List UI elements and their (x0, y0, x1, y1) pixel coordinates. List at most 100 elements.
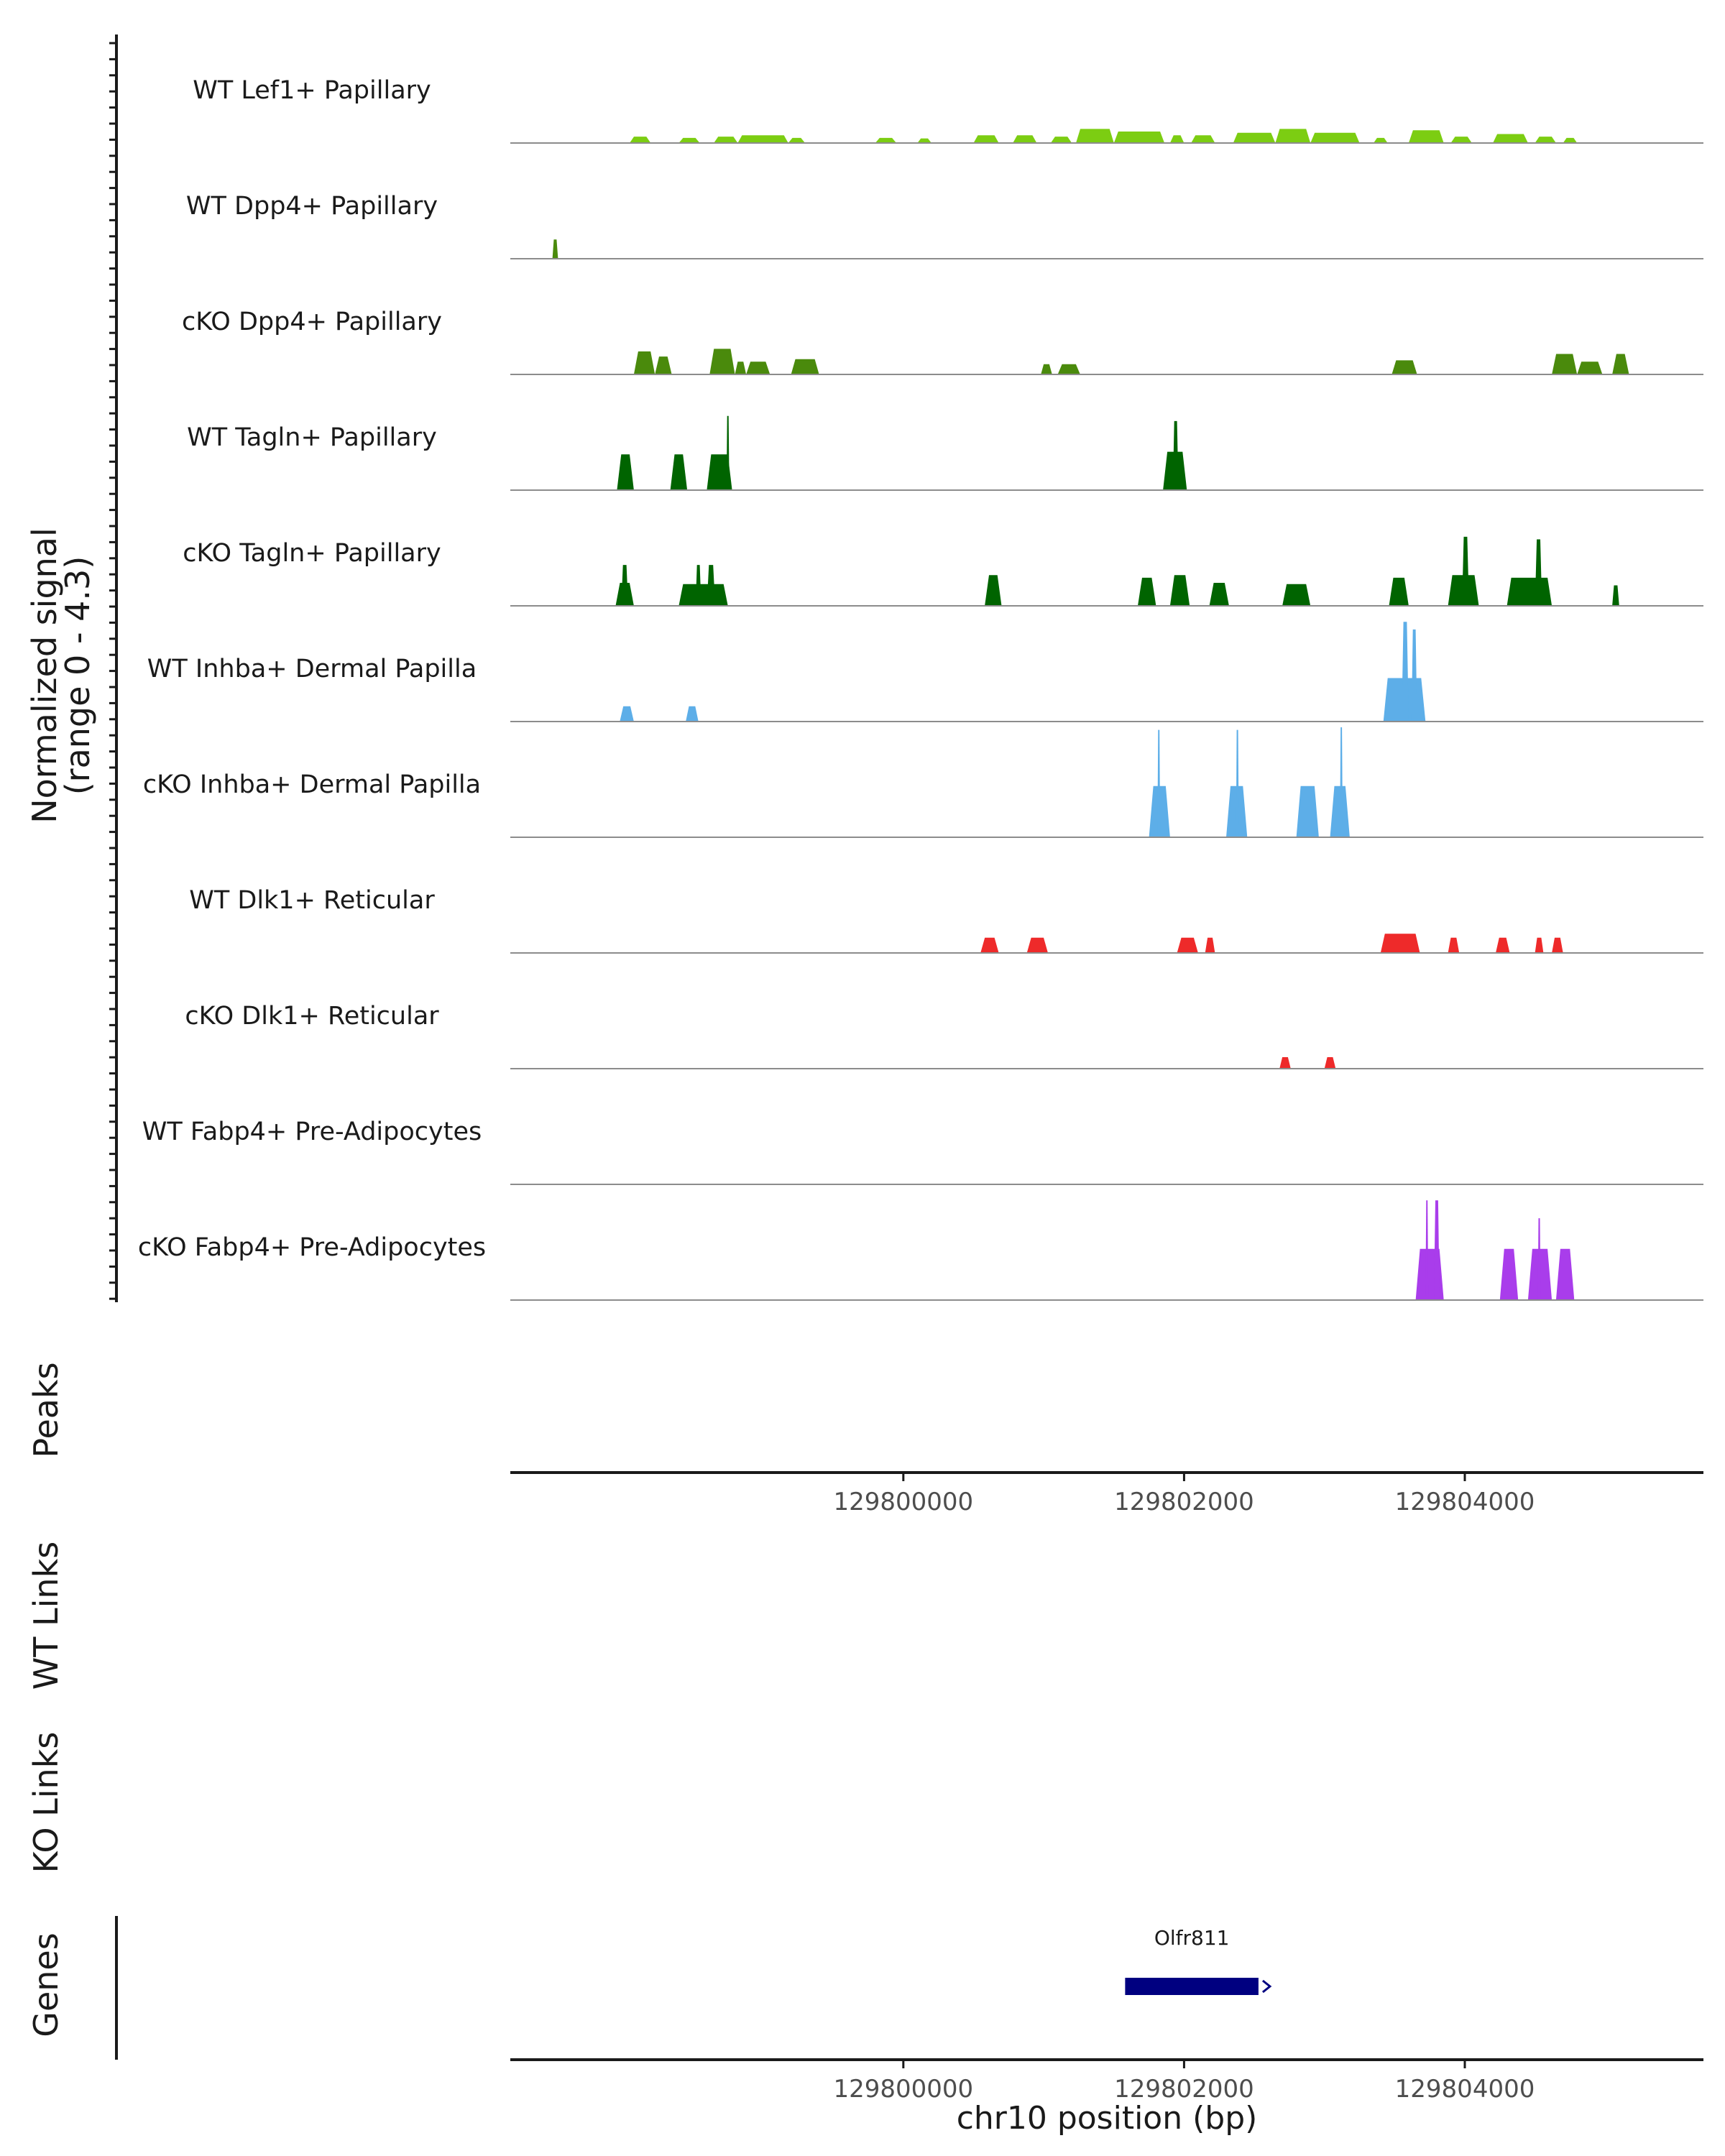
signal-area (633, 351, 656, 374)
track-labels: WT Lef1+ Papillary WT Dpp4+ Papillary cKO … (138, 76, 486, 1262)
signal-area (1169, 135, 1184, 143)
signal-area (1555, 1248, 1575, 1300)
signal-area (1330, 786, 1350, 837)
signal-area (726, 415, 730, 490)
signal-area (737, 135, 788, 143)
track-label: WT Fabp4+ Pre-Adipocytes (142, 1118, 482, 1146)
track-label: WT Dpp4+ Papillary (186, 192, 438, 221)
signal-area (678, 584, 728, 606)
signal-area (1113, 132, 1165, 143)
signal-area (788, 137, 806, 143)
coverage-y-range: (range 0 - 4.3) (58, 556, 97, 796)
signal-area (620, 706, 634, 722)
signal-area (1340, 727, 1343, 837)
signal-area (1462, 536, 1469, 606)
strand-arrow (1175, 1979, 1184, 1994)
track-label: WT Lef1+ Papillary (193, 76, 431, 105)
peaks-title: Peaks (27, 1362, 65, 1457)
signal-area (1026, 937, 1048, 953)
signal-area (1057, 364, 1080, 374)
wt-links-title: WT Links (27, 1542, 65, 1690)
track-areas (552, 129, 1629, 1300)
signal-area (746, 361, 770, 374)
signal-area (917, 138, 932, 143)
x-tick-label: 129800000 (833, 1488, 973, 1516)
track-label: cKO Dlk1+ Reticular (185, 1002, 439, 1031)
signal-area (1450, 137, 1472, 143)
signal-area (875, 137, 897, 143)
signal-area (1380, 934, 1420, 953)
signal-area (1493, 134, 1528, 143)
signal-area (1535, 539, 1542, 606)
signal-area (1157, 729, 1161, 837)
x-tick-label: 129804000 (1395, 1488, 1535, 1516)
signal-area (707, 565, 716, 606)
x-axis-title: chr10 position (bp) (957, 2100, 1258, 2137)
track-label: WT Dlk1+ Reticular (189, 886, 435, 915)
signal-area (1402, 622, 1409, 722)
signal-area (1506, 577, 1552, 606)
coverage-y-ticks (109, 42, 116, 1300)
track-label: WT Inhba+ Dermal Papilla (147, 655, 477, 683)
x-tick-label: 129800000 (833, 2075, 973, 2104)
signal-area (655, 356, 672, 374)
signal-area (707, 454, 732, 490)
signal-area (714, 137, 738, 143)
signal-area (1389, 577, 1409, 606)
signal-area (1535, 137, 1556, 143)
signal-area (1282, 584, 1311, 606)
signal-area (1191, 135, 1215, 143)
signal-area (1205, 937, 1215, 953)
signal-area (678, 137, 700, 143)
signal-area (1013, 135, 1037, 143)
signal-area (735, 361, 747, 374)
signal-area (1499, 1248, 1519, 1300)
signal-area (1612, 354, 1629, 374)
signal-area (1425, 1200, 1429, 1300)
signal-area (1496, 937, 1510, 953)
signal-area (1172, 420, 1179, 490)
signal-area (1392, 360, 1417, 374)
signal-area (1296, 786, 1319, 837)
peaks-x-ticks: 129800000 129802000 129804000 (833, 1473, 1535, 1516)
signal-area (1563, 137, 1578, 143)
signal-area (1236, 729, 1239, 837)
signal-area (1275, 129, 1311, 143)
track-label: WT Tagln+ Papillary (187, 423, 437, 452)
signal-area (1041, 364, 1052, 374)
track-label: cKO Dpp4+ Papillary (182, 308, 442, 336)
signal-area (973, 135, 999, 143)
signal-area (1552, 937, 1563, 953)
signal-area (1448, 937, 1460, 953)
signal-area (985, 575, 1002, 606)
x-tick-label: 129802000 (1114, 1488, 1254, 1516)
signal-area (1612, 585, 1619, 606)
signal-area (1076, 129, 1114, 143)
strand-arrow (1132, 1979, 1141, 1994)
x-tick-label: 129804000 (1395, 2075, 1535, 2104)
gene-body (1125, 1978, 1259, 1995)
signal-area (1169, 575, 1190, 606)
signal-area (1577, 361, 1603, 374)
genes-x-ticks: 129800000 129802000 129804000 (833, 2060, 1535, 2104)
signal-area (1324, 1057, 1336, 1069)
signal-area (1535, 937, 1544, 953)
signal-area (670, 454, 688, 490)
signal-area (630, 137, 651, 143)
track-label: cKO Inhba+ Dermal Papilla (143, 770, 481, 799)
x-tick-label: 129802000 (1114, 2075, 1254, 2104)
gene-label: Olfr811 (1154, 1926, 1230, 1950)
signal-area (695, 565, 702, 606)
signal-area (1050, 137, 1072, 143)
signal-area (621, 565, 628, 606)
coverage-y-title: Normalized signal (25, 528, 64, 824)
signal-area (980, 937, 999, 953)
signal-area (1552, 354, 1578, 374)
signal-area (1177, 937, 1198, 953)
signal-area (1537, 1218, 1541, 1300)
signal-area (1233, 132, 1276, 143)
signal-area (1408, 130, 1444, 143)
signal-area (617, 454, 634, 490)
